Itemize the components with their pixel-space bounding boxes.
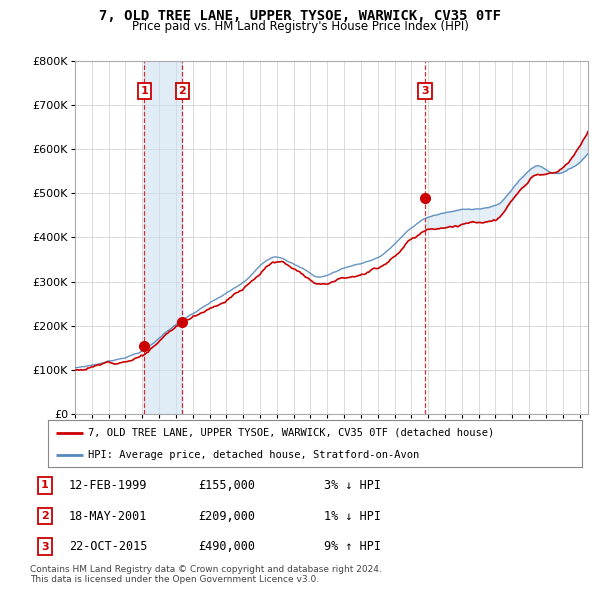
Text: 1% ↓ HPI: 1% ↓ HPI [324,510,381,523]
Text: HPI: Average price, detached house, Stratford-on-Avon: HPI: Average price, detached house, Stra… [88,450,419,460]
Text: 1: 1 [140,86,148,96]
Text: 2: 2 [178,86,186,96]
Text: 3% ↓ HPI: 3% ↓ HPI [324,479,381,492]
Bar [144,61,182,414]
Text: £155,000: £155,000 [198,479,255,492]
Text: Contains HM Land Registry data © Crown copyright and database right 2024.
This d: Contains HM Land Registry data © Crown c… [30,565,382,584]
Text: 7, OLD TREE LANE, UPPER TYSOE, WARWICK, CV35 0TF: 7, OLD TREE LANE, UPPER TYSOE, WARWICK, … [99,9,501,23]
Text: 3: 3 [421,86,429,96]
Text: 7, OLD TREE LANE, UPPER TYSOE, WARWICK, CV35 0TF (detached house): 7, OLD TREE LANE, UPPER TYSOE, WARWICK, … [88,428,494,438]
Text: 9% ↑ HPI: 9% ↑ HPI [324,540,381,553]
Text: 12-FEB-1999: 12-FEB-1999 [69,479,148,492]
Text: 1: 1 [41,480,49,490]
Text: 22-OCT-2015: 22-OCT-2015 [69,540,148,553]
Text: £490,000: £490,000 [198,540,255,553]
Text: 18-MAY-2001: 18-MAY-2001 [69,510,148,523]
Text: Price paid vs. HM Land Registry's House Price Index (HPI): Price paid vs. HM Land Registry's House … [131,20,469,33]
Text: £209,000: £209,000 [198,510,255,523]
Text: 2: 2 [41,511,49,521]
Text: 3: 3 [41,542,49,552]
